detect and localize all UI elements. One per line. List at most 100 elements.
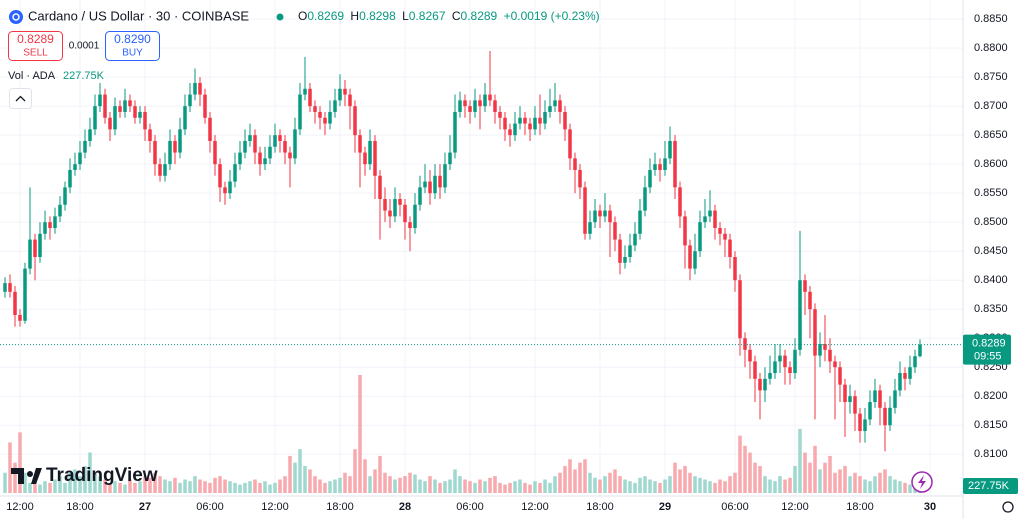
volume-bar	[48, 482, 52, 493]
volume-bar	[563, 466, 567, 493]
x-tick-label: 06:00	[721, 501, 749, 513]
candle-body	[443, 164, 447, 188]
y-tick-label: 0.8200	[974, 390, 1008, 402]
candle-body	[48, 222, 52, 228]
volume-bar	[333, 479, 337, 493]
volume-bar	[443, 481, 447, 493]
volume-bar	[58, 476, 62, 493]
volume-bar	[163, 479, 167, 493]
candle-body	[423, 181, 427, 188]
volume-bar	[383, 472, 387, 493]
volume-bar	[483, 481, 487, 493]
candle-body	[483, 94, 487, 107]
candle-body	[748, 349, 752, 362]
candle-body	[633, 233, 637, 246]
volume-bar	[103, 479, 107, 493]
volume-bar	[228, 481, 232, 493]
volume-bar	[508, 482, 512, 493]
brand-name: TradingView	[46, 465, 158, 486]
buy-button[interactable]	[105, 31, 160, 61]
candle-body	[473, 100, 477, 112]
x-tick-label: 18:00	[66, 501, 94, 513]
volume-bar	[458, 476, 462, 493]
candle-body	[538, 117, 542, 124]
volume-bar	[323, 482, 327, 493]
candle-body	[868, 402, 872, 420]
candle-body	[603, 210, 607, 217]
candle-body	[63, 187, 67, 205]
volume-bar	[93, 472, 97, 493]
volume-bar	[808, 462, 812, 493]
settings-button[interactable]	[1002, 501, 1014, 513]
lightning-icon	[918, 475, 926, 489]
candle-body	[268, 146, 272, 159]
y-tick-label: 0.8600	[974, 158, 1008, 170]
volume-bar	[688, 472, 692, 493]
collapse-button[interactable]	[9, 88, 32, 109]
sell-button[interactable]	[8, 31, 63, 61]
candle-body	[403, 204, 407, 223]
candle-body	[88, 129, 92, 141]
candle-body	[38, 233, 42, 257]
high-value: 0.8298	[359, 9, 396, 23]
volume-bar	[188, 481, 192, 493]
volume-bar	[118, 482, 122, 493]
volume-bar	[203, 481, 207, 493]
candle-body	[548, 106, 552, 112]
candle-body	[13, 291, 17, 316]
candle-body	[893, 390, 897, 408]
volume-bar	[583, 459, 587, 493]
volume-bar	[653, 481, 657, 493]
candle-body	[163, 164, 167, 176]
volume-bar	[708, 481, 712, 493]
candle-body	[253, 135, 257, 153]
volume-bar	[273, 482, 277, 493]
volume-bar	[873, 476, 877, 493]
buy-price: 0.8290	[114, 32, 151, 46]
last-price-label: 0.8289	[972, 337, 1006, 349]
volume-bar	[473, 482, 477, 493]
volume-bar	[153, 472, 157, 493]
candle-body	[258, 152, 262, 165]
y-tick-label: 0.8100	[974, 448, 1008, 460]
volume-bar	[723, 481, 727, 493]
candle-body	[818, 344, 822, 356]
x-tick-label: 29	[659, 501, 671, 513]
volume-bar	[468, 481, 472, 493]
x-tick-label: 06:00	[456, 501, 484, 513]
volume-bar	[648, 479, 652, 493]
volume-bar	[553, 476, 557, 493]
candle-body	[178, 129, 182, 153]
candle-body	[288, 152, 292, 159]
candle-body	[713, 210, 717, 228]
volume-bar	[853, 472, 857, 493]
candle-body	[93, 106, 97, 130]
volume-bar	[568, 459, 572, 493]
volume-bar	[303, 466, 307, 493]
volume-bar	[778, 476, 782, 493]
candle-body	[858, 413, 862, 432]
candle-body	[778, 355, 782, 362]
candle-body	[193, 82, 197, 95]
x-tick-label: 12:00	[521, 501, 549, 513]
y-tick-label: 0.8550	[974, 187, 1008, 199]
low-value: 0.8267	[409, 9, 446, 23]
x-tick-label: 30	[924, 501, 936, 513]
candle-body	[823, 344, 827, 350]
price-pane	[0, 51, 963, 452]
candle-body	[153, 140, 157, 165]
volume-title: Vol · ADA	[8, 70, 56, 82]
candle-body	[68, 169, 72, 188]
candle-body	[358, 135, 362, 153]
y-tick-label: 0.8850	[974, 13, 1008, 25]
candle-body	[788, 367, 792, 374]
volume-bar	[293, 462, 297, 493]
volume-bar	[783, 479, 787, 493]
candle-body	[743, 338, 747, 350]
candle-body	[648, 169, 652, 188]
close-value: 0.8289	[461, 9, 498, 23]
y-tick-label: 0.8750	[974, 71, 1008, 83]
volume-bar	[53, 479, 57, 493]
candle-body	[23, 268, 27, 321]
